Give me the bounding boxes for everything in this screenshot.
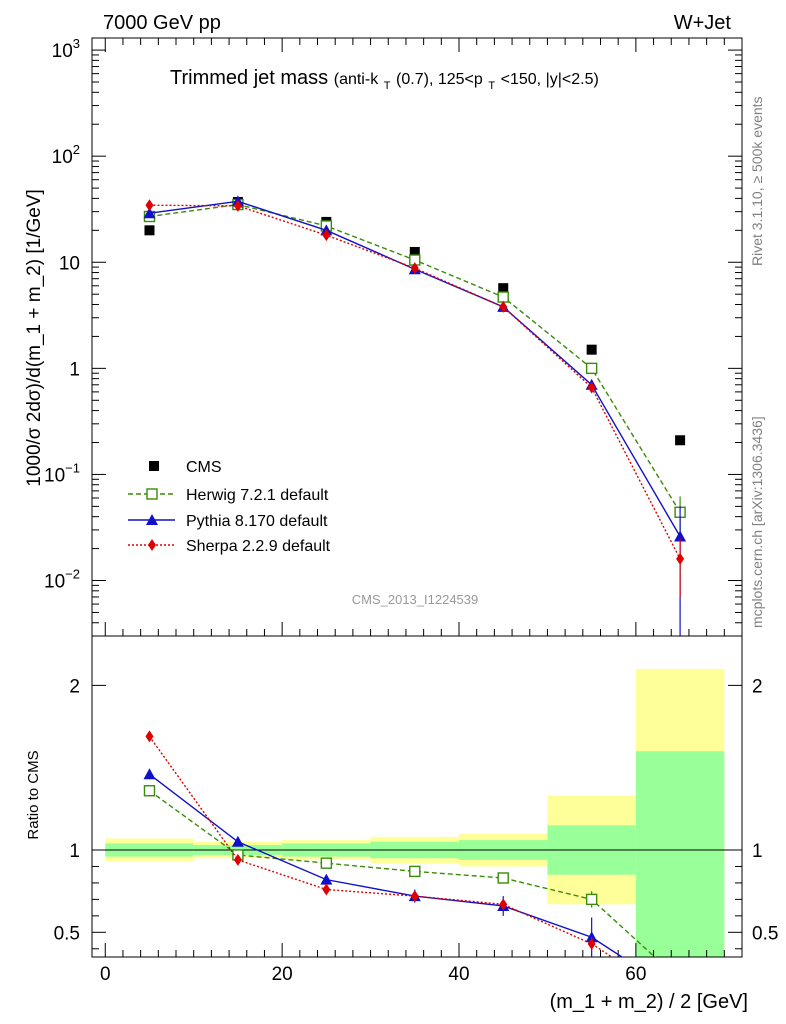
tick-mantissa: 10 (52, 41, 73, 62)
herwig-main-point (585, 362, 598, 375)
main-y-axis-title: 1000/σ 2dσ)/d(m_1 + m_2) [1/GeV] (24, 189, 45, 487)
sherpa-main-point (145, 199, 154, 212)
x-tick-label: 60 (625, 964, 646, 985)
herwig-ratio-point (320, 857, 333, 869)
plot-title: Trimmed jet mass (anti-k T (0.7), 125<p … (170, 67, 599, 94)
cms-data-point (586, 344, 597, 355)
ratio-series-group (143, 730, 685, 985)
sherpa-main-point (587, 381, 596, 394)
analysis-id: CMS_2013_I1224539 (352, 592, 479, 607)
ratio-y-tick-label-right: 1 (752, 841, 763, 862)
tick-exponent: 2 (73, 142, 80, 157)
energy-label: 7000 GeV pp (103, 12, 221, 34)
legend-sherpa-marker (148, 539, 156, 551)
main-y-tick-label: 1 (69, 359, 80, 380)
pythia-main-point (143, 207, 156, 219)
sherpa-ratio-point (587, 937, 596, 950)
main-y-tick-label: 10−2 (44, 567, 80, 593)
ratio-y-tick-label-right: 0.5 (752, 923, 778, 944)
process-label: W+Jet (674, 12, 732, 34)
tick-mantissa: 10 (59, 253, 80, 274)
title-sub-t2: T (488, 80, 495, 92)
legend-herwig-marker (146, 488, 158, 500)
cms-data-point (675, 435, 686, 446)
x-tick-label: 0 (100, 964, 111, 985)
title-sub-1: (anti-k (334, 71, 379, 88)
herwig-ratio-point (409, 865, 421, 878)
herwig-ratio-point (143, 785, 156, 797)
title-sub-3: <150, |y|<2.5) (501, 71, 599, 88)
x-axis-title: (m_1 + m_2) / 2 [GeV] (550, 991, 748, 1013)
tick-mantissa: 10 (44, 465, 65, 486)
pythia-ratio-point (585, 931, 598, 943)
sherpa-ratio-point (322, 883, 331, 896)
legend: CMS Herwig 7.2.1 default Pythia 8.170 de… (128, 459, 331, 555)
main-y-tick-label: 102 (52, 142, 80, 168)
x-tick-label: 20 (272, 964, 293, 985)
ratio-y-tick-label: 0.5 (54, 923, 80, 944)
ratio-frame (91, 635, 743, 958)
main-y-tick-label: 10 (59, 253, 80, 274)
rivet-label: Rivet 3.1.10, ≥ 500k events (749, 96, 765, 266)
sherpa-main-point (233, 199, 242, 212)
sherpa-ratio-point (499, 898, 508, 911)
tick-exponent: −1 (65, 460, 80, 475)
sherpa-main-point (499, 300, 508, 313)
tick-mantissa: 1 (69, 359, 80, 380)
band-inner-bin (635, 751, 725, 957)
legend-sherpa-label: Sherpa 2.2.9 default (186, 538, 331, 555)
tick-exponent: 3 (73, 36, 80, 51)
sherpa-main-point (410, 262, 419, 275)
pythia-main-point (674, 530, 687, 542)
herwig-ratio-point (585, 893, 598, 906)
ratio-y-tick-label: 2 (69, 676, 80, 697)
mcplots-label: mcplots.cern.ch [arXiv:1306.3436] (749, 416, 765, 628)
sherpa-ratio-point (145, 730, 154, 743)
x-tick-label: 40 (448, 964, 469, 985)
legend-cms-marker (149, 461, 159, 471)
tick-mantissa: 10 (44, 572, 65, 593)
ratio-y-tick-label: 1 (69, 841, 80, 862)
ratio-y-axis-title: Ratio to CMS (25, 750, 42, 839)
title-main: Trimmed jet mass (170, 67, 328, 89)
sherpa-main-point (322, 229, 331, 242)
main-series-group (143, 195, 687, 636)
main-y-tick-label: 103 (52, 36, 80, 62)
tick-mantissa: 10 (52, 147, 73, 168)
legend-pythia-label: Pythia 8.170 default (186, 513, 328, 530)
pythia-ratio-point (320, 873, 333, 885)
main-y-tick-label: 10−1 (44, 460, 80, 486)
sherpa-ratio-point (410, 890, 419, 903)
herwig-main-point (497, 291, 509, 303)
pythia-ratio-point (143, 768, 156, 780)
pythia-ratio-point (231, 835, 244, 847)
cms-data-point (498, 283, 509, 294)
sherpa-main-point (676, 552, 685, 565)
sherpa-ratio-point (233, 853, 242, 866)
ratio-y-tick-label-right: 2 (752, 676, 763, 697)
ratio-panel: 0 20 40 60 0.5 0.5 1 1 2 2 (54, 635, 778, 985)
title-sub-t1: T (384, 80, 391, 92)
title-sub-2: (0.7), 125<p (396, 71, 483, 88)
legend-pythia-marker (146, 514, 158, 525)
cms-data-point (409, 246, 420, 257)
cms-data-point (144, 225, 155, 236)
legend-cms-label: CMS (186, 459, 222, 476)
legend-herwig-label: Herwig 7.2.1 default (186, 487, 329, 504)
herwig-ratio-point (497, 872, 509, 884)
herwig-ratio-point (675, 975, 685, 985)
tick-exponent: −2 (65, 567, 80, 582)
